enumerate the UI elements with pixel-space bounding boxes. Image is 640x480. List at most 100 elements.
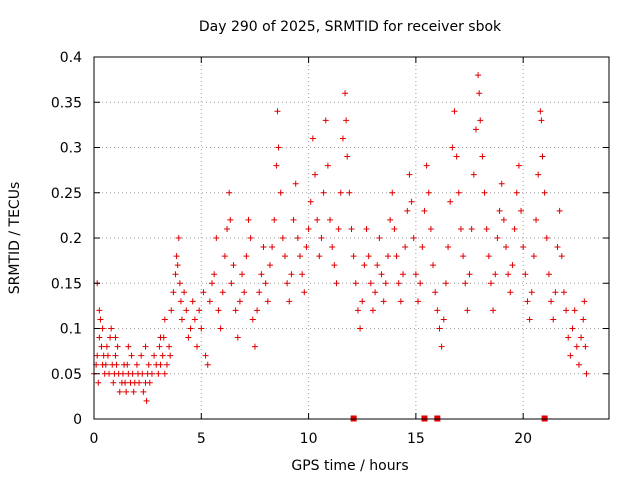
data-point	[189, 298, 196, 305]
data-point	[440, 316, 447, 323]
data-point	[541, 189, 548, 196]
data-point	[264, 298, 271, 305]
data-point	[539, 153, 546, 160]
data-point	[509, 262, 516, 269]
data-point	[183, 307, 190, 314]
data-point	[520, 244, 527, 251]
data-point	[236, 298, 243, 305]
data-point	[457, 225, 464, 232]
data-point	[563, 307, 570, 314]
data-point	[337, 189, 344, 196]
data-point	[247, 235, 254, 241]
data-point	[344, 153, 351, 160]
data-point	[309, 135, 316, 142]
data-point	[552, 289, 559, 296]
y-tick-label: 0.35	[51, 95, 82, 111]
data-point	[451, 108, 458, 115]
data-point	[565, 334, 572, 341]
data-point	[234, 334, 241, 341]
data-point	[254, 307, 261, 314]
data-point	[581, 298, 588, 305]
data-point	[98, 343, 105, 350]
data-point	[161, 316, 168, 323]
data-point	[106, 370, 113, 377]
data-point	[173, 253, 180, 260]
x-axis-label: GPS time / hours	[291, 458, 408, 474]
data-point	[138, 352, 145, 359]
data-point	[258, 271, 265, 278]
data-point	[322, 117, 329, 124]
data-point	[262, 280, 269, 287]
data-point	[528, 289, 535, 296]
data-point	[129, 370, 136, 377]
data-point	[107, 334, 114, 341]
data-point	[273, 162, 280, 169]
data-point	[116, 388, 123, 395]
data-point	[288, 271, 295, 278]
data-point	[402, 244, 409, 251]
data-point	[320, 189, 327, 196]
data-point	[357, 325, 364, 332]
data-point	[500, 216, 507, 223]
data-point	[408, 198, 415, 205]
data-point	[204, 361, 211, 368]
y-tick-label: 0.4	[60, 50, 82, 66]
data-point	[96, 334, 103, 341]
data-point	[260, 244, 267, 251]
data-point	[410, 235, 417, 241]
data-point	[191, 316, 198, 323]
data-point	[114, 343, 121, 350]
data-point	[522, 271, 529, 278]
data-point	[470, 171, 477, 178]
data-point	[376, 235, 383, 241]
data-point	[412, 271, 419, 278]
data-point	[284, 280, 291, 287]
data-point	[346, 189, 353, 196]
x-tick-label: 5	[197, 431, 206, 447]
data-point	[102, 361, 109, 368]
data-point	[535, 171, 542, 178]
data-point	[479, 153, 486, 160]
data-point	[156, 343, 163, 350]
data-point	[472, 126, 479, 133]
data-point	[279, 235, 286, 241]
data-point	[103, 343, 110, 350]
data-point	[159, 352, 166, 359]
data-point	[481, 189, 488, 196]
data-point	[442, 280, 449, 287]
data-point	[487, 280, 494, 287]
data-point	[485, 253, 492, 260]
data-point	[571, 307, 578, 314]
data-point	[395, 280, 402, 287]
data-point	[146, 379, 153, 386]
data-point	[312, 171, 319, 178]
data-point	[492, 271, 499, 278]
data-point	[157, 334, 164, 341]
y-tick-label: 0.15	[51, 276, 82, 292]
data-point	[391, 225, 398, 232]
data-point	[404, 207, 411, 214]
data-point	[271, 216, 278, 223]
data-point	[178, 316, 185, 323]
data-point	[97, 316, 104, 323]
data-point	[281, 253, 288, 260]
data-point	[350, 253, 357, 260]
data-point	[176, 280, 183, 287]
data-point	[196, 307, 203, 314]
data-point	[187, 325, 194, 332]
data-point	[241, 289, 248, 296]
data-point	[526, 316, 533, 323]
x-tick-label: 15	[407, 431, 425, 447]
data-point	[419, 244, 426, 251]
data-point	[96, 307, 103, 314]
data-point	[305, 225, 312, 232]
data-point	[239, 271, 246, 278]
data-point	[327, 216, 334, 223]
grid	[94, 57, 609, 419]
data-point	[343, 117, 350, 124]
data-point	[558, 253, 565, 260]
data-point	[545, 271, 552, 278]
data-point	[406, 171, 413, 178]
data-point	[372, 289, 379, 296]
